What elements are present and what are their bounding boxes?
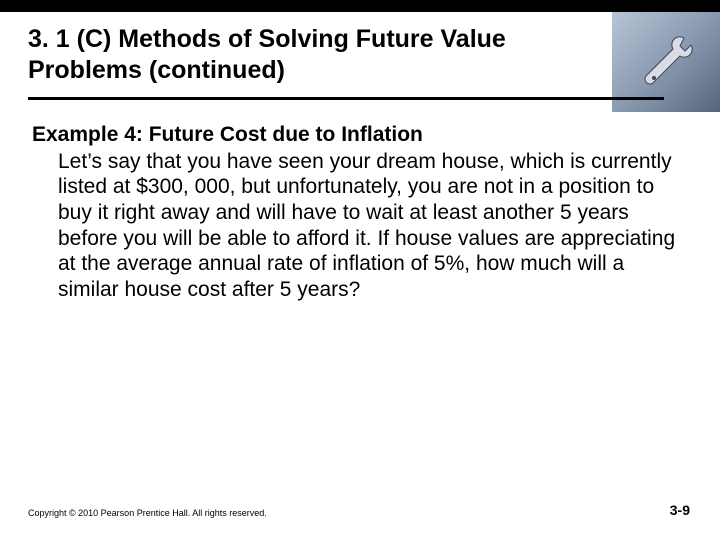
footer: Copyright © 2010 Pearson Prentice Hall. … (28, 502, 690, 518)
title-underline-rule (28, 97, 664, 100)
header-block: 3. 1 (C) Methods of Solving Future Value… (0, 12, 720, 100)
slide-title: 3. 1 (C) Methods of Solving Future Value… (28, 24, 568, 87)
example-body-text: Let’s say that you have seen your dream … (32, 149, 684, 303)
slide-body: Example 4: Future Cost due to Inflation … (0, 100, 720, 303)
example-heading: Example 4: Future Cost due to Inflation (32, 122, 684, 147)
page-number: 3-9 (670, 502, 690, 518)
copyright-text: Copyright © 2010 Pearson Prentice Hall. … (28, 508, 267, 518)
top-bar (0, 0, 720, 12)
